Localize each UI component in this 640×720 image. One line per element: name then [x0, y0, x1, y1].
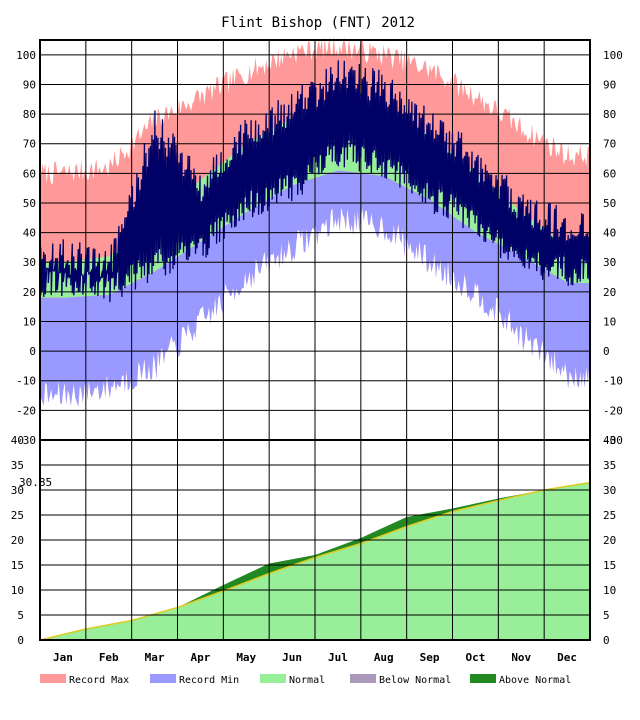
temp-tick-label-left: 90	[23, 78, 36, 91]
precip-tick-label-left: 5	[17, 609, 24, 622]
temp-tick-label-left: -20	[16, 404, 36, 417]
legend-label: Below Normal	[379, 675, 451, 686]
legend-label: Above Normal	[499, 675, 571, 686]
precip-tick-label-right: 10	[603, 584, 616, 597]
legend-swatch	[350, 674, 376, 683]
legend-swatch	[40, 674, 66, 683]
temp-tick-label-left: 100	[16, 49, 36, 62]
month-label: Feb	[99, 651, 119, 664]
month-label: Apr	[190, 651, 210, 664]
total-precip-label: 30.85	[19, 476, 52, 489]
legend-swatch	[470, 674, 496, 683]
month-label: Nov	[511, 651, 531, 664]
legend-label: Normal	[289, 675, 325, 686]
precip-tick-label-left: 20	[11, 534, 24, 547]
precip-tick-label-right: 30	[603, 484, 616, 497]
temp-tick-label-left: 60	[23, 167, 36, 180]
precip-tick-label-right: 25	[603, 509, 616, 522]
temp-tick-label-right: -20	[603, 404, 623, 417]
temp-tick-label-right: 0	[603, 345, 610, 358]
temp-tick-label-right: 30	[603, 256, 616, 269]
precip-tick-label-right: 15	[603, 559, 616, 572]
precip-tick-label-right: 35	[603, 459, 616, 472]
temp-tick-label-left: 40	[23, 227, 36, 240]
temp-tick-label-right: 90	[603, 78, 616, 91]
temp-tick-label-left: 80	[23, 108, 36, 121]
temp-tick-label-left: 50	[23, 197, 36, 210]
daily-temperature-line	[40, 60, 590, 303]
temp-tick-label-right: 10	[603, 315, 616, 328]
temp-tick-label-left: -10	[16, 375, 36, 388]
precip-tick-label-left: 0	[17, 634, 24, 647]
temp-tick-label-right: 50	[603, 197, 616, 210]
precip-tick-label-left: 35	[11, 459, 24, 472]
month-label: Oct	[465, 651, 485, 664]
precip-tick-label-left: 30	[11, 484, 24, 497]
month-label: Jan	[53, 651, 73, 664]
precipitation-plot-frame	[39, 439, 591, 641]
temp-tick-label-right: 40	[603, 227, 616, 240]
precip-tick-label-left: 10	[11, 584, 24, 597]
precip-tick-label-right: 40	[603, 434, 616, 447]
precip-tick-label-left: 15	[11, 559, 24, 572]
month-label: Aug	[374, 651, 394, 664]
temp-tick-label-left: 0	[29, 345, 36, 358]
temp-tick-label-left: -30	[16, 434, 36, 447]
month-label: Sep	[420, 651, 440, 664]
legend-label: Record Min	[179, 675, 239, 686]
legend-label: Record Max	[69, 675, 129, 686]
temperature-grid	[40, 40, 590, 441]
temp-tick-label-left: 70	[23, 138, 36, 151]
precipitation-panel: 40 40 35 35 30 30 25 25 20 20 15 15 10 10 5 5 0 0 30.85	[11, 434, 617, 647]
temp-tick-label-left: 30	[23, 256, 36, 269]
temp-tick-label-right: 100	[603, 49, 623, 62]
legend-swatch	[260, 674, 286, 683]
month-label: Jun	[282, 651, 302, 664]
temp-tick-label-right: 20	[603, 286, 616, 299]
temp-tick-label-right: 80	[603, 108, 616, 121]
month-label: May	[236, 651, 256, 664]
chart-title: Flint Bishop (FNT) 2012	[221, 15, 415, 31]
month-label: Dec	[557, 651, 577, 664]
month-label: Jul	[328, 651, 348, 664]
precip-tick-label-right: 0	[603, 634, 610, 647]
temp-tick-label-right: 60	[603, 167, 616, 180]
precip-tick-label-right: 20	[603, 534, 616, 547]
legend-swatch	[150, 674, 176, 683]
month-label: Mar	[145, 651, 165, 664]
temp-tick-label-right: 70	[603, 138, 616, 151]
precipitation-y-labels: 40 40 35 35 30 30 25 25 20 20 15 15 10 10 5 5 0 0	[11, 434, 617, 647]
precip-tick-label-left: 40	[11, 434, 24, 447]
temp-tick-label-right: -10	[603, 375, 623, 388]
temp-tick-label-left: 10	[23, 315, 36, 328]
legend: Record Max Record Min Normal Below Normal Ab…	[40, 674, 571, 686]
precip-tick-label-right: 5	[603, 609, 610, 622]
month-labels: Jan Feb Mar Apr May Jun Jul Aug Sep Oct Nov Dec	[53, 651, 577, 664]
temp-tick-label-right: -30	[603, 434, 623, 447]
temp-tick-label-left: 20	[23, 286, 36, 299]
precip-tick-label-left: 25	[11, 509, 24, 522]
